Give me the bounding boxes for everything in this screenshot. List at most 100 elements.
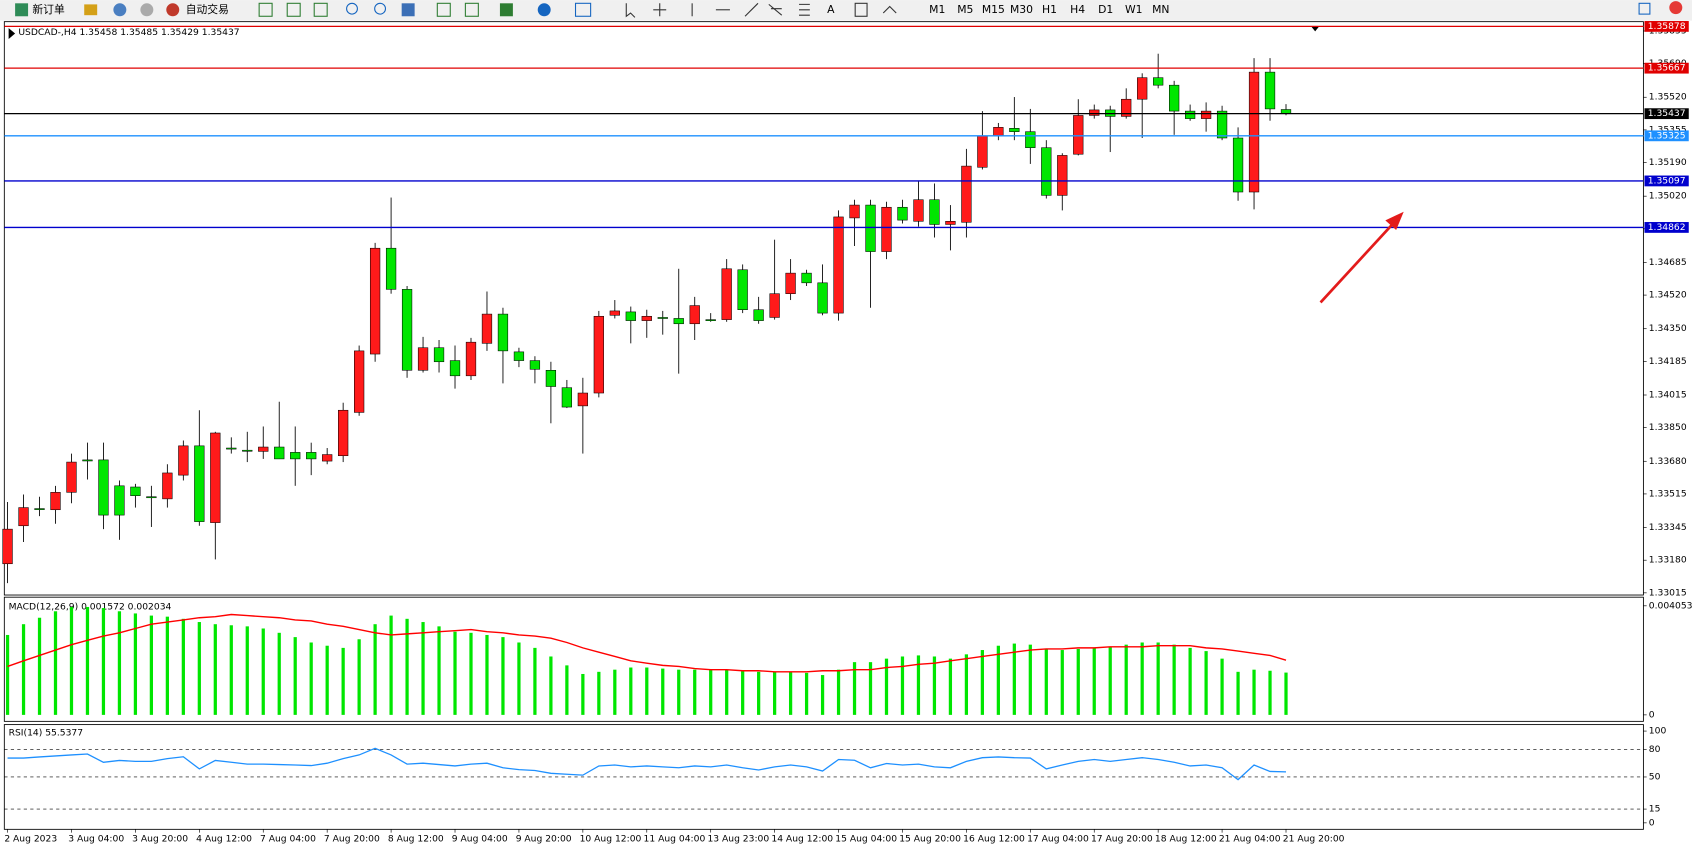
macd-bar	[485, 634, 489, 715]
timeframe-button[interactable]: M1	[929, 3, 945, 16]
toolbar-icon[interactable]	[258, 2, 273, 17]
candle-body	[1089, 109, 1100, 116]
macd-bar	[261, 628, 265, 715]
macd-bar	[900, 656, 905, 715]
candle-body	[34, 508, 45, 510]
candle-body	[82, 459, 93, 462]
toolbar-icon[interactable]	[140, 3, 154, 17]
macd-bar	[1156, 642, 1160, 715]
toolbar-icon[interactable]	[464, 2, 479, 17]
x-tick-label: 9 Aug 04:00	[452, 834, 508, 845]
candle-body	[1057, 155, 1068, 196]
macd-bar	[549, 656, 553, 715]
candle-body	[449, 360, 461, 377]
candle-body	[961, 165, 972, 223]
y-tick-label: 80	[1649, 744, 1661, 755]
macd-bar	[804, 672, 809, 715]
toolbar-icon[interactable]	[574, 2, 592, 17]
arrow-tool[interactable]	[882, 5, 897, 14]
timeframe-button[interactable]: H4	[1070, 3, 1085, 16]
level-label: 1.35325	[1648, 130, 1686, 141]
search[interactable]	[1638, 2, 1651, 15]
toolbar-icon[interactable]	[286, 2, 301, 17]
toolbar-icon[interactable]	[113, 3, 127, 17]
timeframe-button[interactable]: H1	[1042, 3, 1057, 16]
x-tick-label: 7 Aug 20:00	[324, 834, 380, 845]
candle-body	[1073, 115, 1084, 155]
level-label: 1.35667	[1648, 63, 1686, 74]
candle-body	[417, 347, 429, 371]
zoom-in[interactable]	[346, 2, 358, 15]
candle-body	[577, 392, 588, 407]
crosshair-tool[interactable]	[653, 3, 667, 17]
level-label: 1.35437	[1648, 108, 1686, 119]
macd-bar	[69, 606, 74, 715]
candle-body	[689, 305, 700, 325]
macd-bar	[1220, 658, 1224, 715]
toolbar-icon[interactable]	[499, 3, 513, 17]
macd-bar	[373, 624, 377, 715]
candle-body	[226, 447, 237, 450]
candle-body	[1025, 131, 1036, 148]
notification-badge[interactable]	[1669, 1, 1683, 15]
macd-bar	[117, 611, 122, 715]
candle-body	[913, 199, 924, 222]
candle-body	[18, 507, 29, 527]
macd-bar	[53, 611, 58, 715]
x-tick-label: 16 Aug 12:00	[963, 834, 1025, 845]
macd-bar	[948, 658, 953, 715]
timeframe-button[interactable]: W1	[1125, 3, 1143, 16]
y-tick-label: 1.33180	[1649, 555, 1687, 566]
text-tool[interactable]: A	[827, 3, 835, 16]
macd-bar	[5, 634, 10, 715]
timeframe-button[interactable]: M5	[957, 3, 973, 16]
y-tick-label: 1.33680	[1649, 456, 1687, 467]
macd-bar	[725, 669, 729, 715]
candle-body	[865, 204, 876, 252]
new-order-button[interactable]: 新订单	[32, 3, 65, 16]
macd-bar	[613, 669, 617, 715]
candle-body	[1121, 98, 1132, 117]
auto-trading-icon[interactable]	[166, 3, 180, 17]
timeframe-button[interactable]: M15	[982, 3, 1005, 16]
macd-bar	[1236, 671, 1240, 715]
level-label-bg	[1644, 130, 1689, 142]
channel-tool[interactable]	[768, 3, 783, 16]
x-tick-label: 17 Aug 20:00	[1091, 834, 1153, 845]
candle-body	[1184, 110, 1196, 119]
toolbar-icon[interactable]	[313, 2, 328, 17]
macd-bar	[533, 647, 537, 715]
toolbar-icon[interactable]	[436, 2, 451, 17]
toolbar-icon[interactable]	[84, 4, 98, 16]
candle-body	[369, 247, 381, 355]
candle-body	[753, 309, 764, 321]
auto-trading-button[interactable]: 自动交易	[186, 3, 229, 16]
timeframe-button[interactable]: D1	[1098, 3, 1113, 16]
level-label: 1.34862	[1648, 222, 1686, 233]
macd-bar	[980, 650, 984, 715]
macd-bar	[37, 617, 42, 715]
toolbar-icon[interactable]	[401, 3, 415, 17]
x-tick-label: 15 Aug 04:00	[835, 834, 897, 845]
zoom-out[interactable]	[374, 2, 387, 15]
new-order-icon[interactable]	[15, 3, 29, 17]
candle-body	[1153, 77, 1164, 86]
x-tick-label: 8 Aug 12:00	[388, 834, 444, 845]
y-tick-label: 15	[1649, 804, 1661, 815]
toolbar-icon[interactable]	[537, 3, 551, 17]
candle-body	[50, 492, 61, 511]
macd-bar	[773, 671, 777, 715]
macd-bar	[437, 626, 441, 715]
macd-bar	[181, 618, 185, 715]
candle-body	[945, 221, 956, 225]
timeframe-button[interactable]: M30	[1010, 3, 1033, 16]
macd-bar	[277, 632, 281, 715]
timeframe-button[interactable]: MN	[1152, 3, 1169, 16]
fibo-tool[interactable]	[799, 3, 810, 16]
candle-body	[401, 289, 413, 371]
label-tool[interactable]	[854, 2, 868, 17]
macd-bar	[884, 658, 889, 715]
cursor-tool[interactable]	[625, 3, 636, 18]
trendline-tool[interactable]	[744, 2, 759, 17]
y-tick-label: 1.34185	[1649, 356, 1687, 367]
